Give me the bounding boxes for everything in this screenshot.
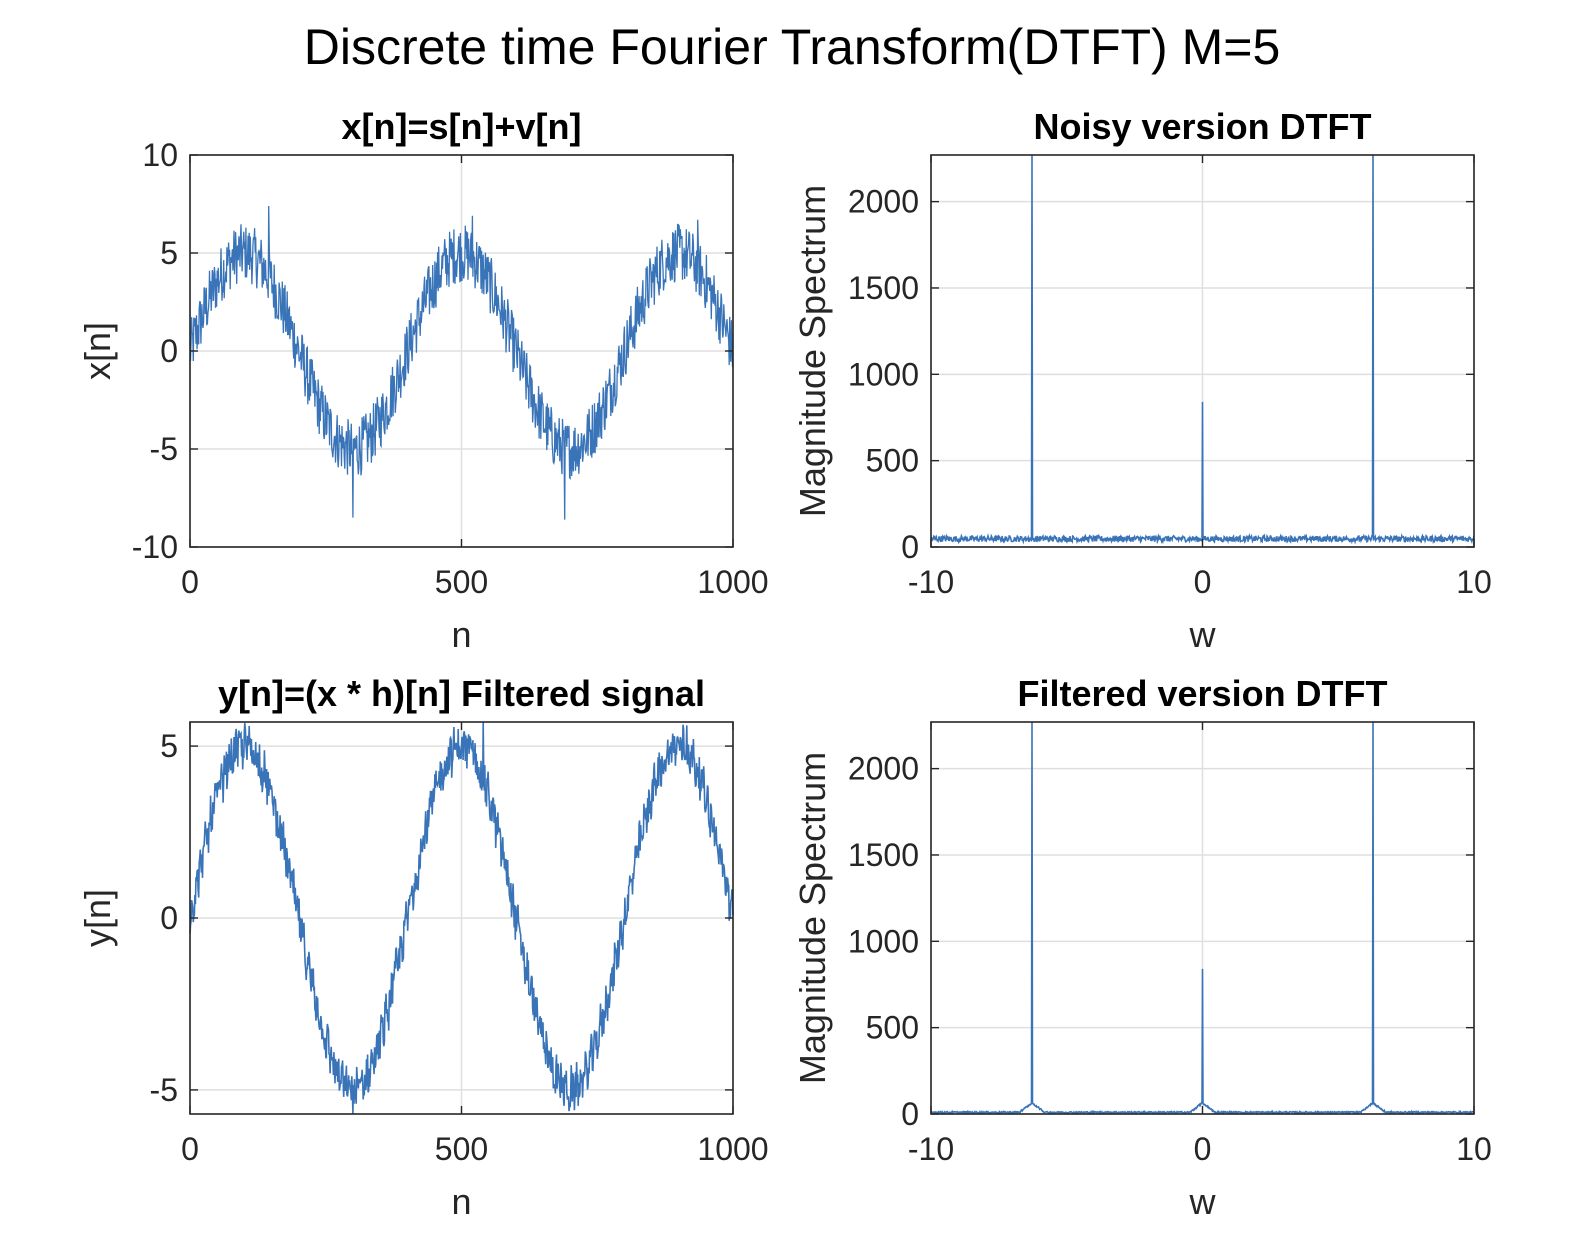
plot-filtered-dtft-xlabel: w [1189, 1181, 1217, 1222]
y-tick-label: 500 [866, 1010, 919, 1046]
plot-x-signal-title: x[n]=s[n]+v[n] [341, 106, 581, 147]
plot-x-signal-xlabel: n [451, 614, 471, 655]
plot-noisy-dtft-title: Noisy version DTFT [1033, 106, 1371, 147]
x-tick-label: 0 [181, 1131, 199, 1167]
y-tick-label: 5 [160, 728, 178, 764]
plot-x-signal-series [189, 205, 734, 520]
figure-title: Discrete time Fourier Transform(DTFT) M=… [303, 19, 1281, 75]
plot-noisy-dtft-ylabel: Magnitude Spectrum [792, 185, 833, 517]
y-tick-label: 2000 [848, 184, 919, 220]
plot-filtered-dtft-title: Filtered version DTFT [1017, 673, 1387, 714]
plot-y-signal-xlabel: n [451, 1181, 471, 1222]
plot-y-signal-title: y[n]=(x * h)[n] Filtered signal [218, 673, 705, 714]
series-line [189, 721, 734, 1115]
series-line [930, 154, 1475, 545]
plot-noisy-dtft-series [930, 154, 1475, 545]
plot-y-signal-series [189, 721, 734, 1115]
y-tick-label: 1000 [848, 923, 919, 959]
plot-noisy-dtft-xlabel: w [1189, 614, 1217, 655]
plot-x-signal-ticks: 0 500 1000 -10 -5 0 5 10 [132, 137, 769, 600]
x-tick-label: 500 [435, 1131, 488, 1167]
y-tick-label: -5 [150, 1072, 178, 1108]
y-tick-label: 500 [866, 443, 919, 479]
x-tick-label: 0 [181, 564, 199, 600]
series-line [930, 721, 1475, 1115]
y-tick-label: 10 [142, 137, 178, 173]
y-tick-label: 0 [160, 900, 178, 936]
y-tick-label: 0 [160, 333, 178, 369]
x-tick-label: 0 [1194, 1131, 1212, 1167]
plot-y-signal-ylabel: y[n] [77, 889, 118, 947]
y-tick-label: 2000 [848, 751, 919, 787]
x-tick-label: -10 [908, 1131, 954, 1167]
x-tick-label: -10 [908, 564, 954, 600]
x-tick-label: 10 [1456, 1131, 1492, 1167]
y-tick-label: 0 [901, 529, 919, 565]
x-tick-label: 1000 [697, 564, 768, 600]
y-tick-label: -5 [150, 431, 178, 467]
y-tick-label: 5 [160, 235, 178, 271]
series-line [189, 205, 734, 520]
y-tick-label: 1500 [848, 837, 919, 873]
y-tick-label: 1000 [848, 356, 919, 392]
y-tick-label: -10 [132, 529, 178, 565]
plot-filtered-dtft-series [930, 721, 1475, 1115]
y-tick-label: 1500 [848, 270, 919, 306]
x-tick-label: 1000 [697, 1131, 768, 1167]
x-tick-label: 0 [1194, 564, 1212, 600]
plot-x-signal-ylabel: x[n] [77, 322, 118, 380]
x-tick-label: 10 [1456, 564, 1492, 600]
x-tick-label: 500 [435, 564, 488, 600]
plot-y-signal-ticks: 0 500 1000-505 [150, 722, 769, 1167]
plot-filtered-dtft-ylabel: Magnitude Spectrum [792, 752, 833, 1084]
y-tick-label: 0 [901, 1096, 919, 1132]
